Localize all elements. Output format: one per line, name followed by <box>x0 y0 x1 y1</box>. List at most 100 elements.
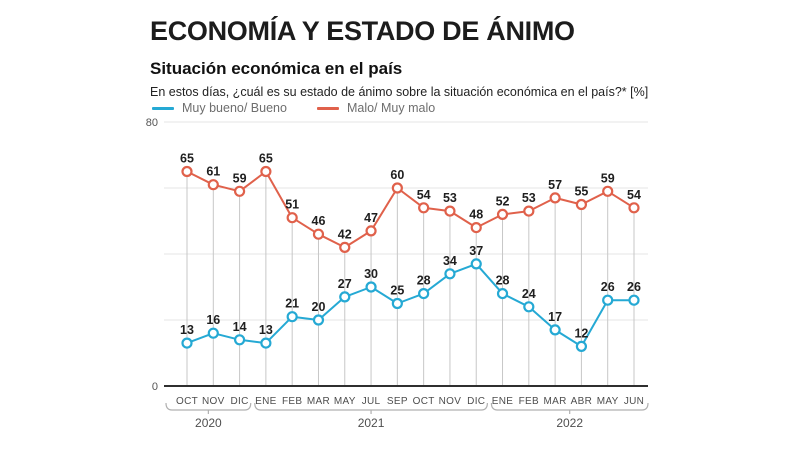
x-tick-label: OCT <box>413 396 435 407</box>
value-label: 37 <box>469 244 483 258</box>
value-label: 65 <box>259 152 273 166</box>
x-tick-label: ENE <box>492 396 513 407</box>
data-point-marker <box>365 281 377 293</box>
series-line-malo <box>186 170 635 249</box>
data-point-marker <box>286 311 298 323</box>
data-point-marker <box>391 297 403 310</box>
value-label: 48 <box>469 208 483 222</box>
value-label: 34 <box>443 254 457 268</box>
value-label: 52 <box>496 194 510 208</box>
y-tick-0: 0 <box>152 381 158 393</box>
x-tick-label: JUL <box>362 396 381 407</box>
value-label: 24 <box>522 287 536 301</box>
year-label: 2021 <box>358 416 385 430</box>
legend: Muy bueno/ Bueno Malo/ Muy malo <box>152 101 435 115</box>
x-tick-label: ABR <box>571 396 592 407</box>
data-point-marker <box>207 327 219 339</box>
y-tick-80: 80 <box>146 117 158 129</box>
value-label: 59 <box>233 171 247 185</box>
data-point-marker <box>312 228 325 240</box>
value-label: 55 <box>574 185 588 199</box>
value-label: 47 <box>364 211 378 225</box>
value-label: 51 <box>285 198 299 212</box>
data-point-marker <box>628 294 640 306</box>
legend-item-malo: Malo/ Muy malo <box>316 101 436 115</box>
value-label: 61 <box>206 165 220 179</box>
data-point-marker <box>444 268 456 280</box>
value-label: 46 <box>312 214 326 228</box>
x-tick-label: FEB <box>519 396 539 407</box>
chart-question: En estos días, ¿cuál es su estado de áni… <box>150 85 649 99</box>
data-point-marker <box>339 291 351 303</box>
data-point-marker <box>181 165 193 178</box>
data-point-marker <box>575 198 588 211</box>
data-point-marker <box>470 258 482 270</box>
data-point-marker <box>602 294 614 306</box>
value-label: 21 <box>285 297 299 311</box>
value-label: 13 <box>259 323 273 337</box>
legend-item-muy-bueno: Muy bueno/ Bueno <box>152 101 287 115</box>
value-label: 65 <box>180 152 194 166</box>
year-label: 2022 <box>556 416 583 430</box>
x-tick-label: JUN <box>624 396 644 407</box>
data-point-marker <box>391 182 403 194</box>
data-point-marker <box>233 334 246 346</box>
legend-label-malo: Malo/ Muy malo <box>346 101 436 115</box>
page-title: ECONOMÍA Y ESTADO DE ÁNIMO <box>150 16 575 46</box>
value-label: 28 <box>496 274 510 288</box>
data-point-marker <box>365 225 377 237</box>
value-label: 17 <box>548 310 562 324</box>
x-tick-label: MAY <box>334 396 356 407</box>
series-line-bueno <box>186 262 635 348</box>
data-point-marker <box>602 185 614 197</box>
data-point-marker <box>523 205 535 217</box>
value-label: 20 <box>312 300 326 314</box>
value-label: 27 <box>338 277 352 291</box>
value-label: 30 <box>364 267 378 281</box>
x-tick-label: DIC <box>231 396 249 407</box>
value-label: 57 <box>548 178 562 192</box>
x-tick-label: NOV <box>202 396 225 407</box>
value-label: 53 <box>443 191 457 205</box>
data-point-marker <box>575 340 588 352</box>
value-label: 54 <box>417 188 431 202</box>
legend-line-icon-bueno <box>152 106 174 110</box>
legend-label-bueno: Muy bueno/ Bueno <box>182 101 287 115</box>
x-tick-label: MAY <box>597 396 619 407</box>
x-tick-label: ENE <box>255 396 276 407</box>
data-point-marker <box>549 192 561 204</box>
data-point-marker <box>418 202 430 214</box>
value-label: 25 <box>390 284 404 298</box>
chart-subtitle: Situación económica en el país <box>150 59 403 78</box>
value-label: 53 <box>522 191 536 205</box>
data-point-marker <box>207 179 219 191</box>
data-point-marker <box>470 222 482 234</box>
data-point-marker <box>260 337 272 349</box>
data-point-marker <box>496 288 509 300</box>
data-point-marker <box>444 205 456 217</box>
value-label: 14 <box>233 320 247 334</box>
data-point-marker <box>260 165 272 178</box>
data-point-marker <box>628 202 640 214</box>
data-point-marker <box>523 301 535 313</box>
x-tick-label: MAR <box>307 396 330 407</box>
x-tick-label: FEB <box>282 396 302 407</box>
value-label: 12 <box>574 326 588 340</box>
value-label: 59 <box>601 171 615 185</box>
data-point-marker <box>549 324 561 336</box>
data-point-marker <box>312 314 325 326</box>
value-label: 42 <box>338 227 352 241</box>
value-label: 26 <box>627 280 641 294</box>
data-point-marker <box>286 212 298 224</box>
value-label: 26 <box>601 280 615 294</box>
data-point-marker <box>418 288 430 300</box>
value-label: 54 <box>627 188 641 202</box>
value-label: 28 <box>417 274 431 288</box>
data-point-marker <box>496 208 509 220</box>
value-label: 16 <box>206 313 220 327</box>
value-label: 60 <box>390 168 404 182</box>
year-label: 2020 <box>195 416 222 430</box>
value-label: 13 <box>180 323 194 337</box>
